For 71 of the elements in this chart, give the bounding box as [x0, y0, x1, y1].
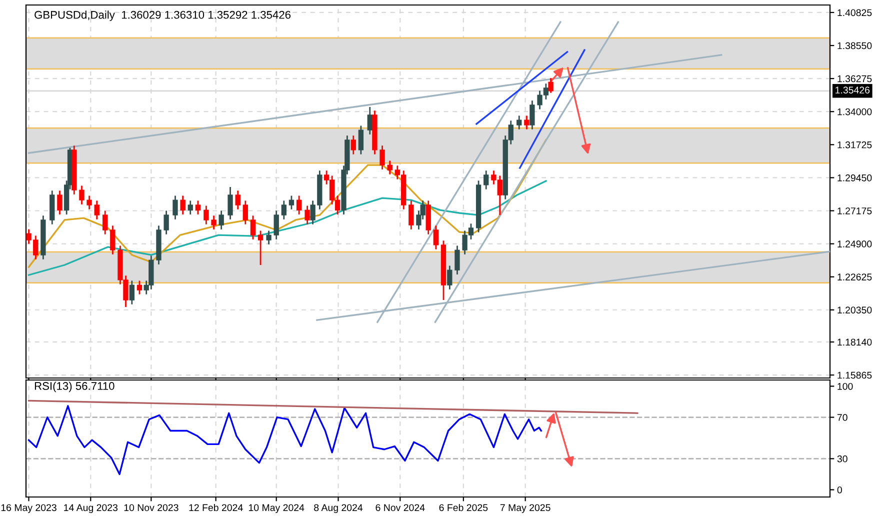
x-tick-label: 12 Feb 2024 [189, 504, 243, 512]
y-tick-label: 1.22625 [838, 274, 872, 280]
y-tick-label: 1.15865 [838, 372, 872, 379]
candlestick [387, 160, 392, 176]
candlestick [447, 265, 452, 290]
candlestick [454, 244, 460, 276]
x-tick-label: 6 Nov 2024 [376, 504, 425, 512]
y-tick-label: 1.24900 [838, 240, 872, 248]
candlestick [164, 210, 169, 236]
candlestick [288, 195, 294, 210]
y-tick-label: 1.29450 [838, 174, 872, 182]
y-tick-label: 0 [837, 486, 842, 494]
x-tick-label: 10 May 2024 [248, 504, 304, 514]
chart-title: RSI(13) 56.7110 [34, 382, 114, 392]
y-tick-label: 100 [838, 382, 853, 390]
candlestick [102, 210, 108, 236]
y-tick-label: 1.20350 [838, 306, 872, 314]
y-tick-label: 1.38550 [838, 42, 872, 50]
candlestick [79, 184, 84, 206]
line-series [28, 405, 542, 476]
ref-line-label: 1.35426 [836, 86, 870, 94]
candlestick [380, 144, 385, 170]
candlestick [110, 224, 116, 256]
x-tick-label: 8 Aug 2024 [314, 504, 363, 514]
x-tick-label: 16 May 2023 [1, 504, 56, 514]
x-tick-label: 14 Aug 2023 [64, 504, 118, 514]
candlestick [433, 224, 438, 250]
x-tick-label: 10 Nov 2023 [124, 504, 178, 512]
candlestick [258, 230, 264, 266]
candlestick [266, 230, 272, 246]
candlestick [211, 214, 216, 230]
candlestick [57, 190, 62, 216]
candlestick [180, 195, 186, 216]
y-tick-label: 1.34000 [838, 108, 872, 116]
candlestick [530, 100, 535, 130]
chart-title: GBPUSDd,Daily 1.36029 1.36310 1.35292 1.35426 [34, 10, 291, 21]
x-tick-label: 6 Feb 2025 [439, 504, 488, 512]
candlestick [304, 205, 310, 226]
candlestick [129, 280, 134, 306]
candlestick [242, 200, 248, 226]
y-tick-label: 1.36275 [838, 75, 872, 82]
candlestick [250, 214, 256, 240]
y-tick-label: 70 [837, 414, 848, 421]
candlestick [204, 205, 209, 226]
x-tick-label: 7 May 2025 [500, 504, 550, 514]
candlestick [218, 210, 224, 230]
candlestick [281, 200, 286, 220]
candlestick [228, 186, 233, 220]
candlestick [235, 190, 240, 210]
y-tick-label: 30 [837, 455, 848, 462]
candlestick [350, 134, 356, 156]
y-tick-label: 1.40825 [838, 9, 872, 16]
candlestick [274, 210, 279, 240]
candlestick [296, 195, 302, 216]
candlestick [484, 170, 489, 190]
candlestick [188, 200, 193, 216]
candlestick [94, 200, 100, 220]
candlestick [548, 77, 554, 94]
candlestick [358, 125, 364, 156]
y-tick-label: 1.18140 [838, 338, 872, 346]
candlestick [524, 114, 530, 130]
candlestick [408, 200, 414, 230]
candlestick [86, 195, 92, 210]
candlestick [136, 280, 142, 296]
candlestick [172, 195, 178, 220]
candlestick [195, 200, 201, 216]
y-tick-label: 1.27175 [838, 207, 872, 214]
y-tick-label: 1.31725 [838, 141, 872, 148]
candlestick [516, 114, 522, 130]
line-series [28, 139, 547, 268]
line-series [28, 180, 547, 276]
